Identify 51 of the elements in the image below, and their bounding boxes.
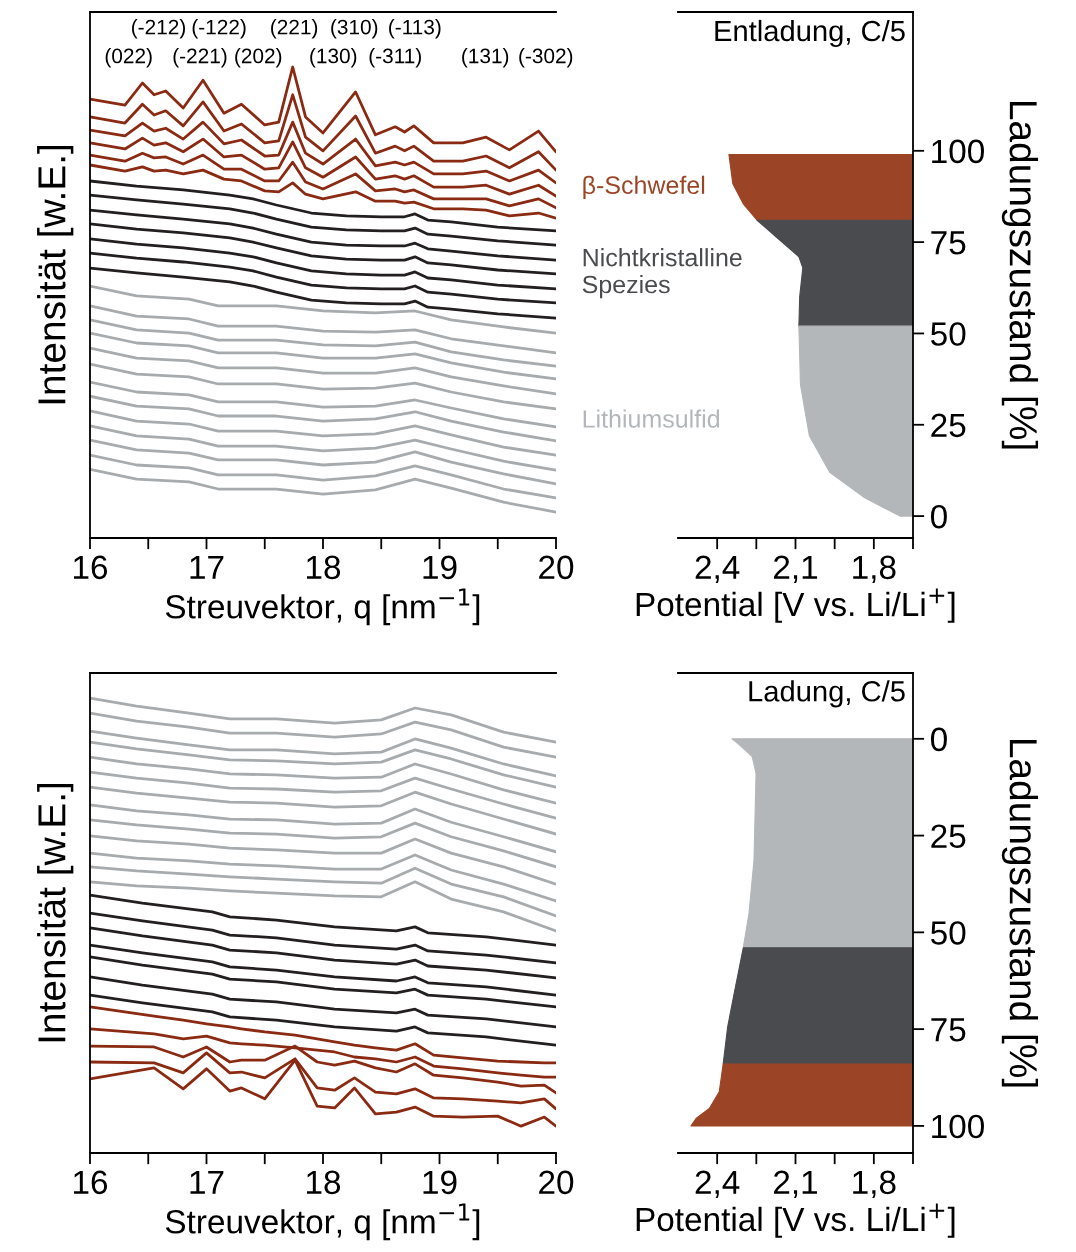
text: (310) <box>331 19 378 39</box>
series-label: Nichtkristalline Spezies <box>582 248 742 299</box>
x-tick-label: 1,8 <box>853 1170 896 1199</box>
x-tick-label: 2,1 <box>774 1170 818 1199</box>
x-axis-title: Streuvektor, q [nm$^{−1}$] <box>165 1203 480 1241</box>
x-tick-label: 16 <box>74 555 108 580</box>
x-tick-label: 2,1 <box>774 555 818 584</box>
y-axis-title: Ladungszustand [%] <box>1001 102 1039 449</box>
series-label: β-Schwefel <box>583 175 705 199</box>
annotation: (022) <box>105 48 152 68</box>
x-tick-label: 17 <box>190 555 224 579</box>
y-axis-title: Ladungszustand [%] <box>1001 740 1039 1087</box>
x-tick-label: 18 <box>307 555 341 580</box>
y-tick-label: 100 <box>932 1114 984 1139</box>
annotation: (130) <box>310 48 357 68</box>
y-tick-label: 0 <box>930 727 947 752</box>
x-tick-label: 2,4 <box>695 555 740 584</box>
y-tick-label: 0 <box>930 504 947 529</box>
x-tick-label: 1,8 <box>853 555 896 584</box>
x-axis-title: Potential [V vs. Li/Li$^{+}$] <box>636 588 955 623</box>
annotation: (131) <box>462 48 509 68</box>
annotation: (202) <box>235 48 282 68</box>
x-tick-label: 20 <box>539 1170 574 1195</box>
annotation: (-221) <box>173 48 227 68</box>
x-tick-label: 20 <box>539 555 574 580</box>
y-tick-label: 75 <box>931 1018 966 1042</box>
x-tick-label: 2,4 <box>695 1170 740 1199</box>
y-tick-label: 25 <box>931 413 966 438</box>
x-tick-label: 19 <box>423 1170 457 1195</box>
text: (-122) <box>192 19 246 39</box>
annotation: (-311) <box>369 48 421 68</box>
chart-title: Entladung, C/5 <box>715 19 905 48</box>
y-tick-label: 75 <box>931 231 966 255</box>
x-tick-label: 17 <box>190 1170 224 1194</box>
text: Lithiumsulfid <box>583 409 719 428</box>
y-tick-label: 50 <box>931 921 966 945</box>
text: (-113) <box>389 19 441 39</box>
y-axis-title: Intensität [w.E.] <box>37 145 74 404</box>
text: (-212) <box>132 19 185 39</box>
y-tick-label: 50 <box>931 322 966 346</box>
y-tick-label: 100 <box>932 139 984 164</box>
x-tick-label: 16 <box>74 1170 108 1195</box>
chart-title: Ladung, C/5 <box>749 680 905 708</box>
y-axis-title: Intensität [w.E.] <box>37 783 74 1042</box>
x-tick-label: 18 <box>307 1170 341 1195</box>
annotation: (-302) <box>519 48 573 68</box>
x-axis-title: Potential [V vs. Li/Li$^{+}$] <box>636 1203 955 1238</box>
x-axis-title: Streuvektor, q [nm$^{−1}$] <box>165 588 480 626</box>
y-tick-label: 25 <box>931 824 966 848</box>
text: (221) <box>271 19 318 39</box>
x-tick-label: 19 <box>423 555 457 580</box>
